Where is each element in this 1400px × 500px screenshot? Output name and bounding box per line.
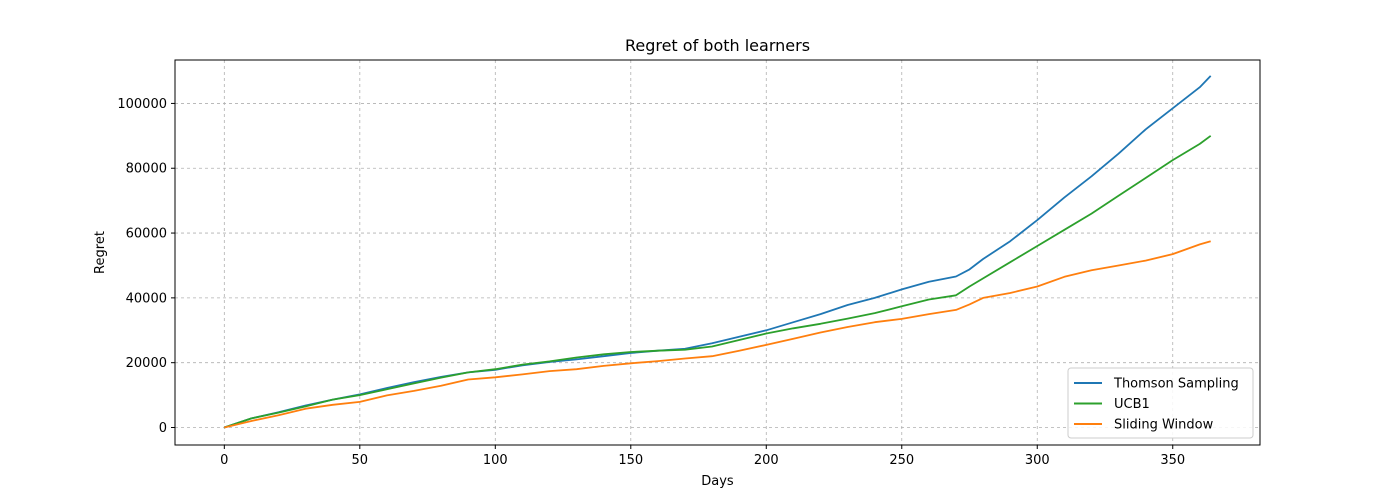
x-axis-title: Days [701,474,734,489]
x-tick-label: 0 [220,453,228,468]
legend-box [1067,367,1254,439]
plot-frame [174,59,1261,446]
y-tick-label: 20000 [126,356,167,371]
y-tick-label: 80000 [126,162,167,177]
x-tick-label: 150 [618,453,643,468]
x-tick-label: 50 [352,453,369,468]
y-axis-ticks: 0 20000 40000 60000 80000 100000 [117,97,175,436]
series-line-sliding-window [224,240,1211,429]
legend-label: UCB1 [1114,397,1150,412]
legend: Thomson Sampling UCB1 Sliding Window [1067,367,1254,439]
y-axis-title: Regret [93,231,108,274]
series-lines [224,75,1212,429]
x-tick-label: 200 [754,453,779,468]
x-tick-label: 300 [1025,453,1050,468]
series-line-thomson-sampling [224,75,1212,429]
x-tick-label: 350 [1160,453,1185,468]
x-tick-label: 100 [483,453,508,468]
series-line-ucb1 [224,135,1212,429]
chart-title: Regret of both learners [625,36,810,55]
x-tick-label: 250 [889,453,914,468]
y-tick-label: 60000 [126,227,167,242]
legend-label: Sliding Window [1114,418,1214,433]
y-tick-label: 100000 [117,97,167,112]
y-tick-label: 0 [159,421,167,436]
y-tick-label: 40000 [126,291,167,306]
legend-label: Thomson Sampling [1113,377,1239,392]
x-axis-ticks: 0 50 100 150 200 250 300 350 [220,445,1185,468]
